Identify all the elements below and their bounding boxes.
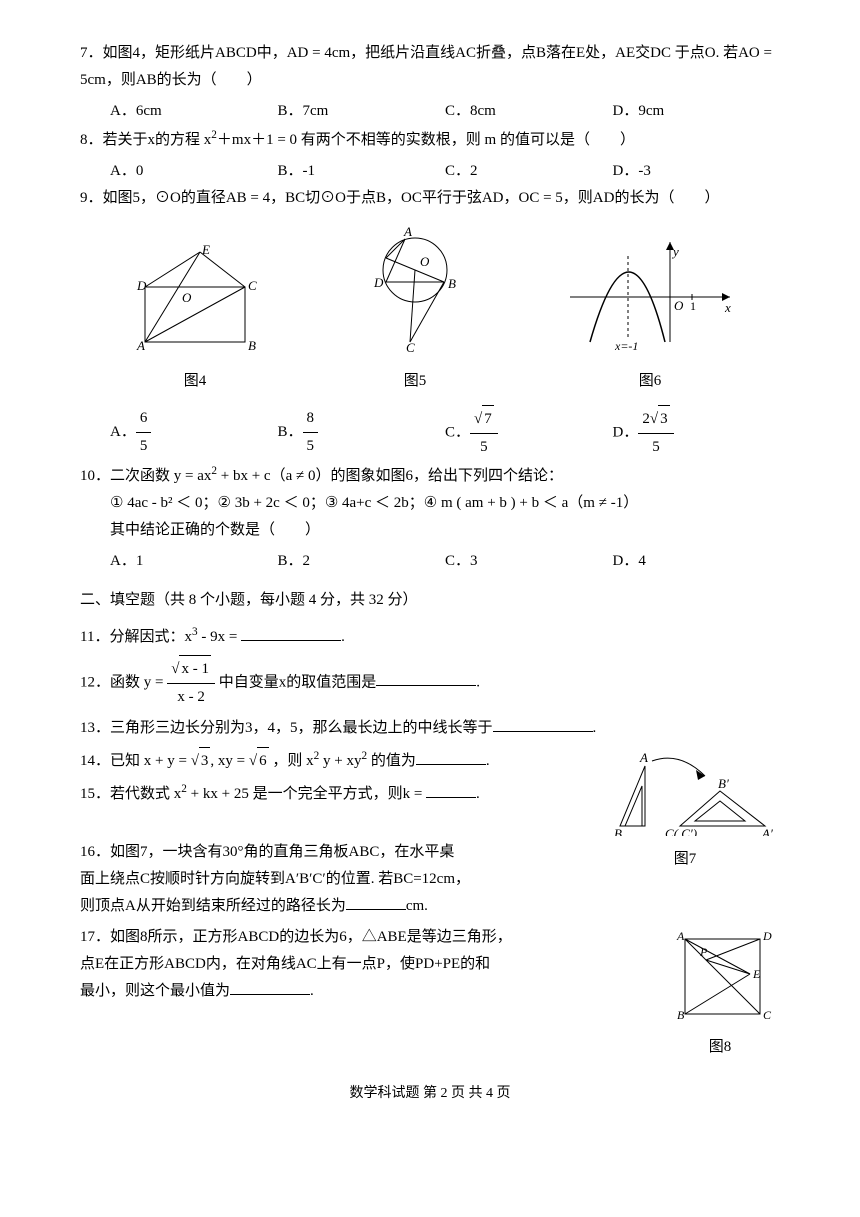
figure-8: A D B C E P 图8 [660,924,780,1061]
svg-text:A′: A′ [761,826,773,836]
q7-opt-d: D．9cm [613,98,781,125]
svg-text:x=-1: x=-1 [614,339,638,352]
svg-text:A: A [136,338,145,352]
question-7: 7．如图4，矩形纸片ABCD中，AD = 4cm，把纸片沿直线AC折叠，点B落在… [80,40,780,94]
q10-num: 10． [80,468,110,484]
q10-opt-c: C．3 [445,548,613,575]
q9-text: 如图5，⊙O的直径AB = 4，BC切⊙O于点B，OC平行于弦AD，OC = 5… [103,190,720,206]
fig8-svg: A D B C E P [660,924,780,1024]
svg-text:P: P [699,945,708,959]
figure-6: y x O 1 x=-1 图6 [560,232,740,395]
q8-opt-c: C．2 [445,158,613,185]
question-10: 10．二次函数 y = ax2 + bx + c（a ≠ 0）的图象如图6，给出… [80,461,780,544]
svg-text:C: C [763,1008,772,1022]
svg-text:O: O [420,254,430,269]
svg-text:C: C [248,278,257,293]
fig4-caption: 图4 [120,368,270,395]
q7-opt-b: B．7cm [278,98,446,125]
q8-opt-d: D．-3 [613,158,781,185]
q10-ta: 二次函数 y = ax [110,468,211,484]
q10-line1: ① 4ac - b² ＜ 0；② 3b + 2c ＜ 0；③ 4a+c ＜ 2b… [80,490,780,517]
svg-text:B: B [614,826,622,836]
q9-num: 9． [80,190,103,206]
q8-ta: 若关于x的方程 x [103,132,212,148]
q7-options: A．6cm B．7cm C．8cm D．9cm [80,98,780,125]
svg-text:x: x [724,300,731,315]
svg-text:B: B [677,1008,685,1022]
svg-text:A: A [639,750,648,765]
q9-options: A．65 B．85 C．√75 D．2√35 [80,405,780,461]
svg-text:1: 1 [690,299,696,313]
q8-num: 8． [80,132,103,148]
q10-opt-a: A．1 [110,548,278,575]
figure-7: A B C( C′) B′ A′ 图7 [590,746,780,873]
svg-text:D: D [373,275,384,290]
svg-text:A: A [403,224,412,239]
fig7-svg: A B C( C′) B′ A′ [590,746,780,836]
svg-text:D: D [136,278,147,293]
fig6-svg: y x O 1 x=-1 [560,232,740,352]
svg-text:B: B [448,276,456,291]
question-11: 11．分解因式：x3 - 9x = . [80,622,780,651]
svg-text:B: B [248,338,256,352]
figure-5: A D B C O 图5 [350,222,480,395]
fig5-caption: 图5 [350,368,480,395]
q7-opt-a: A．6cm [110,98,278,125]
figure-4: D C A B E O 图4 [120,242,270,395]
q10-opt-d: D．4 [613,548,781,575]
q10-opt-b: B．2 [278,548,446,575]
fig4-svg: D C A B E O [120,242,270,352]
q7-opt-c: C．8cm [445,98,613,125]
question-12: 12．函数 y = √x - 1x - 2 中自变量x的取值范围是. [80,655,780,711]
svg-text:A: A [676,929,685,943]
q7-num: 7． [80,45,103,61]
q9-opt-a: A．65 [110,405,278,461]
svg-text:E: E [201,242,210,257]
fig5-svg: A D B C O [350,222,480,352]
question-13: 13．三角形三边长分别为3，4，5，那么最长边上的中线长等于. [80,715,780,742]
q7-text: 如图4，矩形纸片ABCD中，AD = 4cm，把纸片沿直线AC折叠，点B落在E处… [80,45,772,88]
section-2-header: 二、填空题（共 8 个小题，每小题 4 分，共 32 分） [80,587,780,614]
q8-opt-b: B．-1 [278,158,446,185]
svg-text:B′: B′ [718,776,729,791]
q10-options: A．1 B．2 C．3 D．4 [80,548,780,575]
q9-opt-d: D．2√35 [613,405,781,461]
figures-row: D C A B E O 图4 A D B C O 图5 [80,222,780,395]
q9-opt-c: C．√75 [445,405,613,461]
svg-text:O: O [182,290,192,305]
q9-opt-b: B．85 [278,405,446,461]
q10-tb: + bx + c（a ≠ 0）的图象如图6，给出下列四个结论： [217,468,563,484]
svg-text:C: C [406,340,415,352]
q10-line2: 其中结论正确的个数是（ ） [80,517,780,544]
fig6-caption: 图6 [560,368,740,395]
page-footer: 数学科试题 第 2 页 共 4 页 [80,1081,780,1106]
svg-text:O: O [674,298,684,313]
svg-text:C( C′): C( C′) [665,826,697,836]
fig8-caption: 图8 [660,1034,780,1061]
svg-text:D: D [762,929,772,943]
question-8: 8．若关于x的方程 x2＋mx＋1 = 0 有两个不相等的实数根，则 m 的值可… [80,125,780,154]
fig7-caption: 图7 [590,846,780,873]
q8-opt-a: A．0 [110,158,278,185]
question-9: 9．如图5，⊙O的直径AB = 4，BC切⊙O于点B，OC平行于弦AD，OC =… [80,185,780,212]
q8-tb: ＋mx＋1 = 0 有两个不相等的实数根，则 m 的值可以是（ ） [217,132,635,148]
svg-text:E: E [752,967,761,981]
q8-options: A．0 B．-1 C．2 D．-3 [80,158,780,185]
svg-text:y: y [671,244,679,259]
